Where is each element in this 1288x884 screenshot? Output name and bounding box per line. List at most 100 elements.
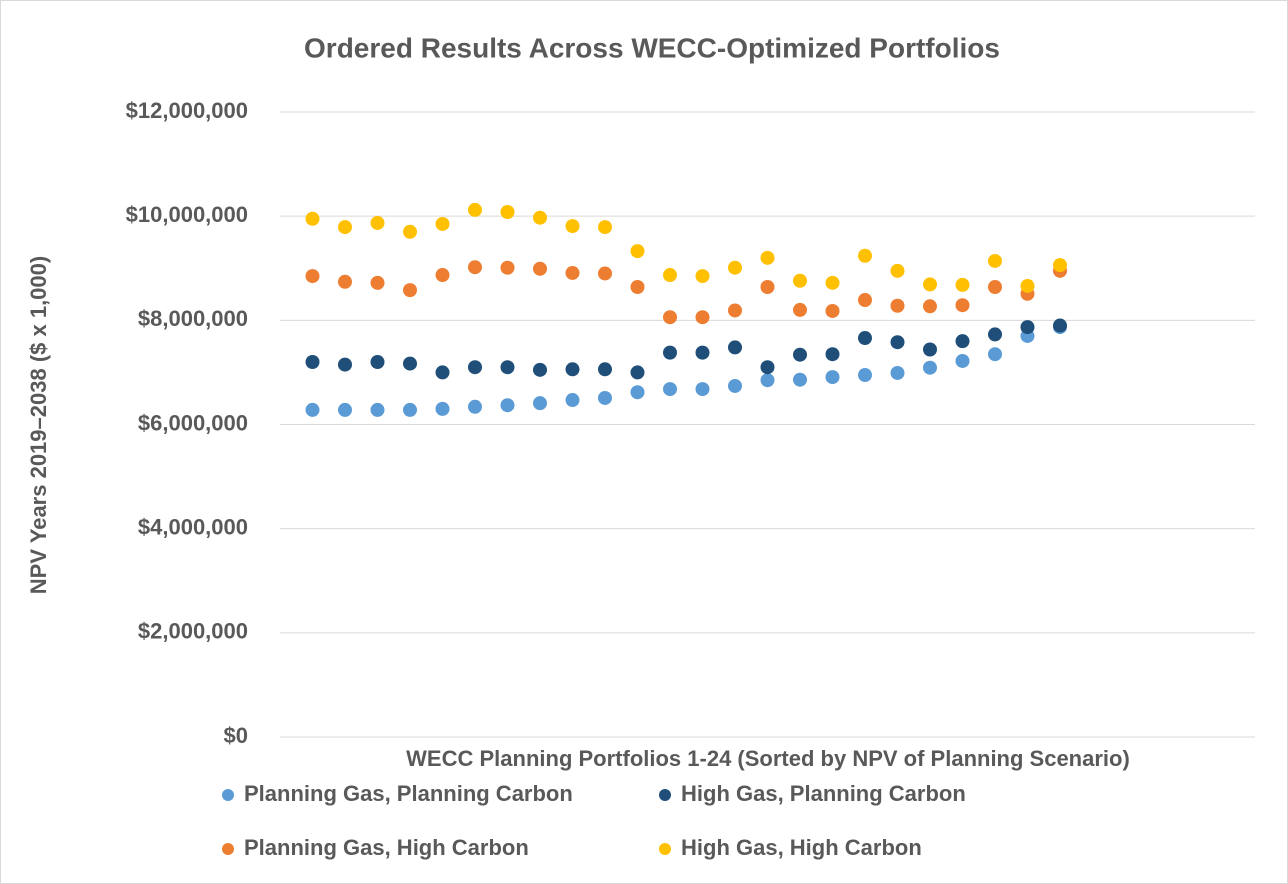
point — [923, 299, 937, 314]
point — [825, 275, 840, 290]
x-axis-label: WECC Planning Portfolios 1-24 (Sorted by… — [406, 746, 1130, 771]
point — [1053, 258, 1067, 273]
point — [565, 393, 580, 408]
y-tick-label: $4,000,000 — [138, 514, 248, 539]
point — [435, 268, 450, 283]
point — [923, 342, 937, 357]
point — [793, 302, 807, 317]
point — [728, 340, 742, 355]
point — [728, 378, 742, 393]
legend-label: High Gas, High Carbon — [681, 835, 922, 860]
point — [760, 373, 775, 388]
point — [598, 220, 612, 235]
legend-marker — [222, 789, 234, 801]
point — [760, 360, 775, 375]
point — [825, 347, 840, 362]
point — [890, 335, 905, 350]
y-tick-label: $6,000,000 — [138, 410, 248, 435]
point — [728, 260, 742, 275]
point — [565, 265, 580, 280]
point — [370, 275, 385, 290]
point — [793, 372, 807, 387]
point — [825, 303, 840, 318]
point — [858, 293, 872, 308]
point — [955, 277, 970, 292]
point — [630, 365, 645, 380]
point — [760, 250, 775, 265]
point — [305, 211, 320, 226]
y-tick-label: $8,000,000 — [138, 306, 248, 331]
point — [858, 368, 872, 383]
y-tick-label: $2,000,000 — [138, 619, 248, 644]
point — [760, 280, 775, 294]
point — [1020, 320, 1035, 335]
point — [338, 220, 352, 235]
point — [338, 357, 352, 372]
point — [338, 402, 352, 417]
point — [955, 353, 970, 368]
point — [695, 310, 710, 325]
chart-title: Ordered Results Across WECC-Optimized Po… — [304, 32, 1000, 63]
y-tick-label: $12,000,000 — [126, 98, 248, 123]
point — [988, 253, 1002, 268]
legend-marker — [659, 789, 671, 801]
point — [988, 280, 1002, 294]
point — [403, 402, 417, 417]
point — [435, 401, 450, 416]
point — [403, 224, 417, 239]
point — [468, 360, 482, 375]
point — [338, 274, 352, 289]
point — [663, 345, 677, 360]
point — [890, 365, 905, 380]
point — [663, 382, 677, 397]
point — [598, 362, 612, 377]
point — [533, 362, 547, 377]
point — [403, 283, 417, 298]
point — [370, 355, 385, 369]
point — [500, 205, 515, 219]
point — [955, 334, 970, 349]
point — [1020, 278, 1035, 293]
legend-label: High Gas, Planning Carbon — [681, 781, 966, 806]
point — [533, 261, 547, 276]
point — [468, 202, 482, 217]
y-tick-label: $10,000,000 — [126, 202, 248, 227]
point — [565, 362, 580, 377]
point — [825, 370, 840, 385]
y-tick-label: $0 — [224, 723, 248, 748]
point — [695, 345, 710, 360]
point — [793, 273, 807, 288]
y-axis-label: NPV Years 2019–2038 ($ x 1,000) — [26, 256, 51, 594]
point — [500, 360, 515, 375]
point — [630, 244, 645, 259]
point — [533, 396, 547, 411]
point — [500, 260, 515, 275]
point — [663, 310, 677, 325]
point — [468, 260, 482, 275]
point — [695, 269, 710, 284]
point — [793, 347, 807, 362]
point — [305, 402, 320, 417]
point — [500, 398, 515, 413]
legend-label: Planning Gas, Planning Carbon — [244, 781, 573, 806]
point — [533, 210, 547, 225]
point — [598, 266, 612, 281]
point — [598, 390, 612, 405]
point — [370, 402, 385, 417]
point — [663, 268, 677, 283]
point — [435, 216, 450, 231]
point — [468, 399, 482, 414]
point — [305, 269, 320, 284]
point — [988, 347, 1002, 362]
point — [403, 356, 417, 371]
point — [955, 298, 970, 313]
legend-marker — [659, 843, 671, 855]
point — [728, 303, 742, 318]
point — [890, 263, 905, 278]
point — [565, 219, 580, 234]
point — [923, 277, 937, 292]
point — [858, 331, 872, 346]
